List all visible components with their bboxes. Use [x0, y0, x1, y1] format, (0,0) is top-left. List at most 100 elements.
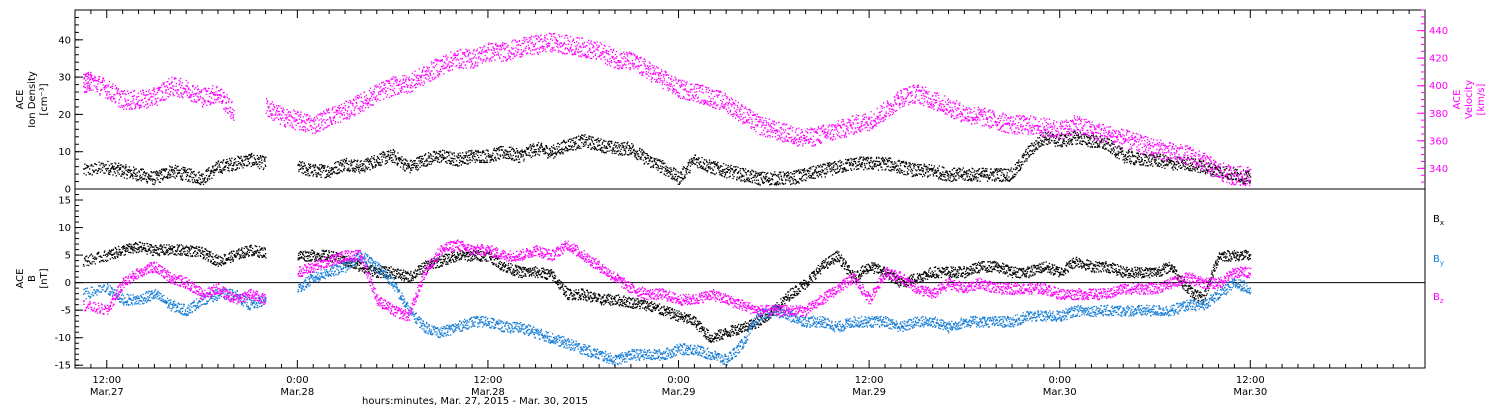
density-series-point — [1094, 138, 1095, 139]
density-series-point — [771, 173, 772, 174]
density-series-point — [887, 161, 888, 162]
velocity-series-point — [348, 102, 349, 103]
density-series-point — [499, 150, 500, 151]
density-series-point — [105, 168, 106, 169]
density-series-point — [615, 146, 616, 147]
density-series-point — [1192, 168, 1193, 169]
density-series-point — [1126, 152, 1127, 153]
density-series-point — [881, 167, 882, 168]
velocity-series-point — [384, 89, 385, 90]
density-series-point — [320, 174, 321, 175]
density-series-point — [873, 168, 874, 169]
velocity-series-point — [112, 86, 113, 87]
density-series-point — [850, 163, 851, 164]
density-series-point — [1016, 172, 1017, 173]
density-series-point — [209, 178, 210, 179]
density-series-point — [111, 163, 112, 164]
velocity-series-point — [201, 92, 202, 93]
velocity-series-point — [139, 100, 140, 101]
density-series-point — [156, 173, 157, 174]
velocity-series-point — [226, 108, 227, 109]
density-series-point — [115, 173, 116, 174]
density-series-point — [560, 153, 561, 154]
density-series-point — [962, 169, 963, 170]
density-series-point — [783, 171, 784, 172]
density-series-point — [706, 170, 707, 171]
density-series-point — [201, 173, 202, 174]
density-series-point — [582, 135, 583, 136]
density-series-point — [1144, 157, 1145, 158]
density-series-point — [369, 164, 370, 165]
density-series-point — [118, 165, 119, 166]
density-series-point — [194, 179, 195, 180]
density-series-point — [958, 172, 959, 173]
density-series-point — [675, 169, 676, 170]
density-series-point — [226, 159, 227, 160]
density-series-point — [433, 160, 434, 161]
density-series-point — [535, 154, 536, 155]
density-series-point — [846, 162, 847, 163]
density-series-point — [202, 178, 203, 179]
density-series-point — [850, 164, 851, 165]
velocity-series-point — [167, 81, 168, 82]
density-series-point — [1030, 150, 1031, 151]
density-series-point — [528, 147, 529, 148]
density-series-point — [575, 143, 576, 144]
density-series-point — [795, 183, 796, 184]
velocity-series-point — [178, 94, 179, 95]
density-series-point — [851, 170, 852, 171]
density-series-point — [697, 167, 698, 168]
velocity-series-point — [386, 91, 387, 92]
density-series-point — [962, 176, 963, 177]
density-series-point — [1004, 174, 1005, 175]
velocity-series-point — [202, 106, 203, 107]
density-series-point — [684, 167, 685, 168]
density-series-point — [893, 166, 894, 167]
density-series-point — [907, 168, 908, 169]
density-series-point — [959, 175, 960, 176]
density-series-point — [681, 180, 682, 181]
density-series-point — [832, 174, 833, 175]
density-series-point — [394, 162, 395, 163]
density-series-point — [802, 180, 803, 181]
density-series-point — [126, 178, 127, 179]
density-series-point — [1031, 143, 1032, 144]
density-series-point — [106, 164, 107, 165]
density-series-point — [663, 163, 664, 164]
density-series-point — [247, 165, 248, 166]
density-series-point — [725, 164, 726, 165]
density-series-point — [98, 170, 99, 171]
density-series-point — [427, 160, 428, 161]
density-series-point — [244, 165, 245, 166]
density-series-point — [595, 147, 596, 148]
density-series-point — [450, 157, 451, 158]
velocity-series-point — [305, 123, 306, 124]
density-series-point — [498, 148, 499, 149]
density-series-point — [686, 172, 687, 173]
velocity-series-point — [278, 105, 279, 106]
density-series-point — [828, 163, 829, 164]
density-series-point — [746, 177, 747, 178]
density-series-point — [845, 169, 846, 170]
density-series-point — [263, 156, 264, 157]
velocity-series-point — [294, 117, 295, 118]
density-series-point — [694, 157, 695, 158]
density-series-point — [447, 156, 448, 157]
density-series-point — [357, 160, 358, 161]
density-series-point — [486, 150, 487, 151]
density-series-point — [667, 167, 668, 168]
density-series-point — [1028, 156, 1029, 157]
density-series-point — [129, 166, 130, 167]
velocity-series-point — [187, 86, 188, 87]
velocity-series-point — [355, 99, 356, 100]
density-series-point — [839, 171, 840, 172]
velocity-series-point — [343, 118, 344, 119]
density-series-point — [804, 170, 805, 171]
density-series-point — [353, 161, 354, 162]
density-series-point — [443, 159, 444, 160]
density-series-point — [394, 152, 395, 153]
density-series-point — [367, 169, 368, 170]
velocity-series-point — [189, 92, 190, 93]
density-series-point — [1118, 151, 1119, 152]
density-series-point — [228, 168, 229, 169]
